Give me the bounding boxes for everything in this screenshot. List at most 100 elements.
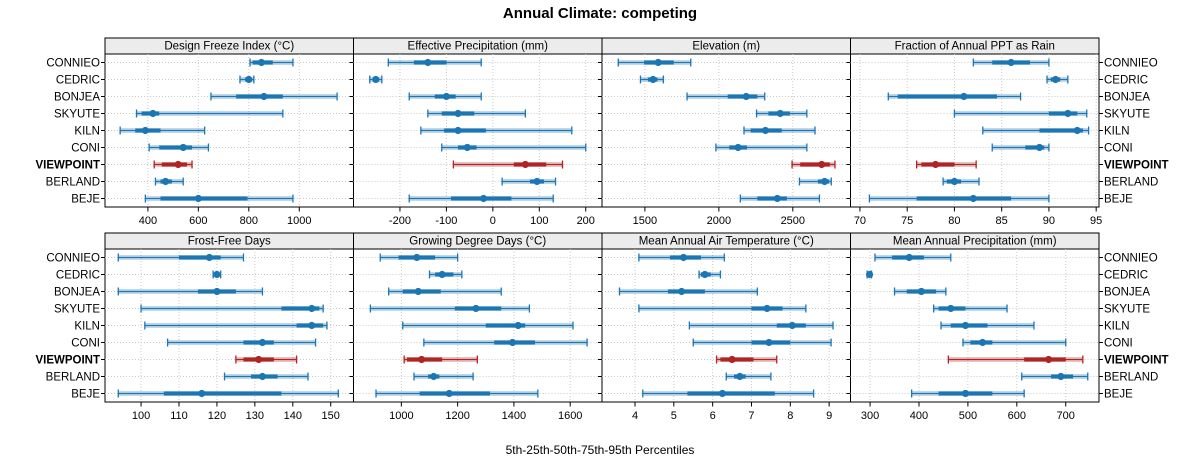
category-label-right: BERLAND	[1104, 372, 1158, 384]
category-label-right: CONNIEO	[1104, 253, 1158, 265]
category-label-left: CONNIEO	[46, 253, 100, 265]
median-dot	[161, 177, 170, 186]
median-dot	[205, 253, 213, 262]
median-dot	[736, 372, 744, 381]
percentiles-caption: 5th-25th-50th-75th-95th Percentiles	[505, 443, 695, 457]
category-label-right: BONJEA	[1104, 92, 1150, 104]
category-label-right: CONNIEO	[1104, 58, 1158, 70]
category-label-right: SKYUTE	[1104, 109, 1150, 121]
x-tick-label: 120	[208, 410, 226, 422]
x-tick-label: 600	[189, 215, 207, 227]
x-tick-label: 130	[246, 410, 264, 422]
median-dot	[508, 338, 517, 347]
x-tick-label: 70	[854, 215, 866, 227]
panel-strip-title: Fraction of Annual PPT as Rain	[895, 41, 1055, 53]
median-dot	[258, 338, 267, 347]
category-label-left: VIEWPOINT	[35, 160, 100, 172]
median-dot	[734, 143, 742, 152]
median-dot	[141, 126, 149, 135]
category-label-left: BEJE	[71, 389, 100, 401]
category-label-left: CONNIEO	[46, 58, 100, 70]
category-label-left: KILN	[74, 321, 100, 333]
median-dot	[763, 304, 771, 313]
median-dot	[514, 321, 522, 330]
median-dot	[905, 253, 913, 262]
x-tick-label: 85	[996, 215, 1008, 227]
median-dot	[424, 58, 432, 67]
category-label-left: BONJEA	[54, 287, 100, 299]
x-tick-label: 2000	[707, 215, 731, 227]
x-tick-label: 1600	[558, 410, 582, 422]
x-tick-label: 100	[530, 215, 548, 227]
median-dot	[728, 355, 736, 364]
x-tick-label: 1000	[389, 410, 413, 422]
median-dot	[917, 287, 926, 296]
median-dot	[442, 92, 450, 101]
category-label-right: CEDRIC	[1104, 75, 1148, 87]
x-tick-label: 150	[322, 410, 340, 422]
median-dot	[961, 389, 970, 398]
median-dot	[472, 304, 480, 313]
category-label-left: VIEWPOINT	[35, 355, 100, 367]
category-label-left: CEDRIC	[56, 270, 100, 282]
median-dot	[761, 126, 770, 135]
x-tick-label: 1500	[633, 215, 657, 227]
x-tick-label: 0	[490, 215, 496, 227]
x-tick-label: 9	[826, 410, 832, 422]
x-tick-label: 600	[1008, 410, 1026, 422]
category-label-right: BONJEA	[1104, 287, 1150, 299]
median-dot	[1051, 75, 1060, 84]
median-dot	[765, 338, 773, 347]
median-dot	[788, 321, 796, 330]
median-dot	[1007, 58, 1015, 67]
median-dot	[1045, 355, 1053, 364]
x-tick-label: 5	[671, 410, 677, 422]
category-label-right: BEJE	[1104, 389, 1133, 401]
x-tick-label: 75	[901, 215, 913, 227]
category-label-right: VIEWPOINT	[1104, 355, 1169, 367]
median-dot	[649, 75, 657, 84]
category-label-right: CONI	[1104, 143, 1133, 155]
median-dot	[950, 177, 959, 186]
category-label-left: BERLAND	[46, 372, 100, 384]
x-tick-label: 1000	[287, 215, 311, 227]
median-dot	[213, 270, 221, 279]
category-label-right: CONI	[1104, 338, 1133, 350]
category-label-left: CONI	[71, 338, 100, 350]
category-label-left: BONJEA	[54, 92, 100, 104]
panel-strip-title: Design Freeze Index (°C)	[164, 41, 294, 53]
x-tick-label: 90	[1043, 215, 1055, 227]
median-dot	[677, 287, 686, 296]
category-label-left: CONI	[71, 143, 100, 155]
x-tick-label: 140	[284, 410, 302, 422]
median-dot	[445, 389, 453, 398]
median-dot	[213, 287, 221, 296]
median-dot	[308, 321, 316, 330]
median-dot	[947, 304, 955, 313]
x-tick-label: 1400	[502, 410, 526, 422]
panel-strip-title: Frost-Free Days	[188, 236, 271, 248]
median-dot	[533, 177, 541, 186]
x-tick-label: 100	[132, 410, 150, 422]
x-tick-label: 300	[861, 410, 879, 422]
x-tick-label: -100	[435, 215, 457, 227]
x-tick-label: 6	[710, 410, 716, 422]
median-dot	[430, 372, 438, 381]
median-dot	[818, 160, 826, 169]
x-tick-label: 2500	[781, 215, 805, 227]
median-dot	[654, 58, 662, 67]
median-dot	[701, 270, 709, 279]
median-dot	[257, 58, 266, 67]
category-label-right: BEJE	[1104, 194, 1133, 206]
median-dot	[413, 253, 421, 262]
category-label-right: VIEWPOINT	[1104, 160, 1169, 172]
x-tick-label: 4	[632, 410, 638, 422]
median-dot	[454, 126, 462, 135]
median-dot	[742, 92, 750, 101]
median-dot	[1073, 126, 1081, 135]
median-dot	[245, 75, 253, 84]
median-dot	[372, 75, 380, 84]
panel-strip-title: Mean Annual Precipitation (mm)	[893, 236, 1057, 248]
median-dot	[255, 355, 263, 364]
